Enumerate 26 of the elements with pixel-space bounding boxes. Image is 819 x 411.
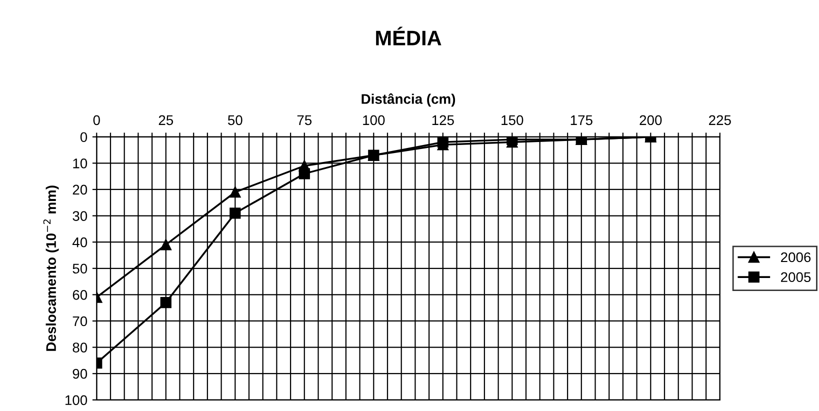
x-tick-label: 25 (158, 115, 174, 126)
legend-label: 2005 (781, 272, 811, 282)
x-tick-label: 175 (570, 115, 592, 126)
x-tick-label: 75 (297, 115, 312, 126)
y-tick-label: 80 (72, 342, 88, 352)
x-tick-label: 150 (502, 115, 524, 126)
y-tick-label: 60 (72, 290, 88, 300)
x-tick-label: 225 (709, 115, 731, 126)
y-tick-label: 70 (72, 316, 88, 326)
y-tick-label: 100 (66, 395, 88, 406)
chart-title: MÉDIA (376, 26, 442, 46)
y-tick-label: 40 (72, 237, 88, 248)
y-tick-label: 20 (72, 184, 88, 195)
y-tick-label: 50 (72, 264, 88, 274)
legend-label: 2006 (781, 252, 811, 262)
x-tick-label: 100 (363, 115, 385, 126)
y-tick-label: 0 (80, 132, 88, 142)
x-tick-label: 200 (640, 115, 662, 126)
x-tick-label: 125 (432, 115, 454, 126)
x-axis-title: Distância (cm) (362, 93, 456, 107)
y-tick-label: 30 (72, 211, 88, 221)
x-tick-label: 50 (228, 115, 242, 126)
y-tick-label: 90 (72, 368, 88, 379)
x-tick-label: 0 (93, 115, 100, 126)
y-axis-title: Deslocamento (10$^{−2}$ mm) (43, 186, 59, 351)
y-tick-label: 10 (73, 158, 88, 168)
